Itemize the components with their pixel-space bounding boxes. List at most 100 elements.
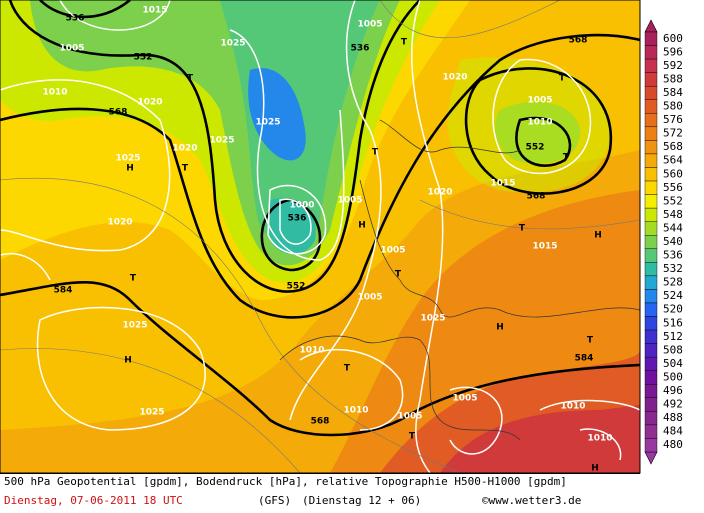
contour-552 [8, 0, 421, 293]
legend-swatch [644, 207, 658, 222]
map-label: 1005 [397, 412, 422, 422]
legend-swatch [644, 316, 658, 331]
legend-label: 584 [663, 86, 683, 99]
map-label: H [594, 231, 602, 241]
legend-swatch [644, 221, 658, 236]
map-label: 1010 [587, 434, 612, 444]
map-labels: 53610151005552101010205681025H1020T10251… [42, 6, 612, 474]
map-label: H [124, 356, 132, 366]
legend-swatch [644, 343, 658, 358]
map-label: 1020 [442, 73, 467, 83]
legend-swatch [644, 397, 658, 412]
field-524 [248, 68, 306, 161]
legend-swatch [644, 424, 658, 439]
legend-label: 568 [663, 140, 683, 153]
map-label: 1005 [527, 96, 552, 106]
map-label: 1025 [122, 321, 147, 331]
contour-568-ring [464, 67, 613, 195]
legend-swatch [644, 58, 658, 73]
map-label: 536 [66, 14, 85, 24]
legend-swatch [644, 438, 658, 453]
map-label: 1020 [172, 144, 197, 154]
caption-date: Dienstag, 07-06-2011 18 UTC [4, 494, 183, 507]
legend-swatch [644, 45, 658, 60]
map-label: 1010 [343, 406, 368, 416]
map-label: 552 [287, 282, 306, 292]
legend-label: 548 [663, 208, 683, 221]
map-label: T [401, 38, 408, 48]
legend-swatch [644, 85, 658, 100]
map-label: 1025 [209, 136, 234, 146]
legend-label: 508 [663, 343, 683, 356]
legend-swatch [644, 99, 658, 114]
map-label: 568 [527, 192, 546, 202]
contour-552-low [515, 116, 572, 167]
legend-swatch [644, 194, 658, 209]
legend-swatch [644, 289, 658, 304]
contour-536-north [39, 0, 131, 19]
map-label: T [587, 336, 594, 346]
legend-label: 500 [663, 370, 683, 383]
legend-swatch [644, 370, 658, 385]
legend-label: 532 [663, 262, 683, 275]
map-label: 1020 [137, 98, 162, 108]
legend-label: 588 [663, 72, 683, 85]
legend-label: 492 [663, 398, 683, 411]
map-label: 1005 [380, 246, 405, 256]
legend-label: 592 [663, 59, 683, 72]
map-label: 1025 [139, 408, 164, 418]
legend-swatch [644, 302, 658, 317]
map-label: 1005 [337, 196, 362, 206]
contour-568 [0, 33, 640, 319]
legend-label: 524 [663, 289, 683, 302]
legend-label: 504 [663, 357, 683, 370]
legend-swatch [644, 262, 658, 277]
map-label: 536 [351, 44, 370, 54]
map-label: 1020 [427, 188, 452, 198]
legend-swatch [644, 180, 658, 195]
legend-label: 580 [663, 100, 683, 113]
legend-swatch [644, 411, 658, 426]
caption-model: (GFS) [258, 494, 291, 507]
legend-label: 480 [663, 438, 683, 451]
map-label: T [372, 148, 379, 158]
legend-arrow-bottom [644, 451, 658, 465]
map-label: T [182, 164, 189, 174]
legend-swatch [644, 356, 658, 371]
map-label: 1005 [59, 44, 84, 54]
map-label: 1025 [220, 39, 245, 49]
map-label: 568 [109, 108, 128, 118]
contour-536-low [260, 198, 322, 272]
map-label: 584 [575, 354, 594, 364]
map-label: 1005 [357, 293, 382, 303]
thickness-lines [0, 0, 640, 473]
map-label: 536 [288, 214, 307, 224]
map-label: 1025 [255, 118, 280, 128]
legend-swatch [644, 384, 658, 399]
map-label: 1000 [289, 201, 314, 211]
map-label: 1015 [490, 179, 515, 189]
map-area [0, 0, 640, 473]
map-label: H [126, 164, 134, 174]
pressure-isobars [0, 0, 640, 473]
map-label: 552 [134, 53, 153, 63]
caption-run: (Dienstag 12 + 06) [302, 494, 421, 507]
map-label: H [496, 323, 504, 333]
legend-swatch [644, 248, 658, 263]
map-label: T [187, 74, 194, 84]
map-label: T [395, 270, 402, 280]
map-label: 1015 [532, 242, 557, 252]
legend-label: 488 [663, 411, 683, 424]
map-label: 584 [54, 286, 73, 296]
field-532 [270, 197, 316, 255]
map-label: 1025 [420, 314, 445, 324]
legend-swatch [644, 31, 658, 46]
legend-label: 564 [663, 154, 683, 167]
map-label: 1025 [115, 154, 140, 164]
legend-swatch [644, 275, 658, 290]
caption-line1: 500 hPa Geopotential [gpdm], Bodendruck … [4, 475, 567, 488]
legend-swatch [644, 329, 658, 344]
caption-source: ©www.wetter3.de [482, 494, 581, 507]
